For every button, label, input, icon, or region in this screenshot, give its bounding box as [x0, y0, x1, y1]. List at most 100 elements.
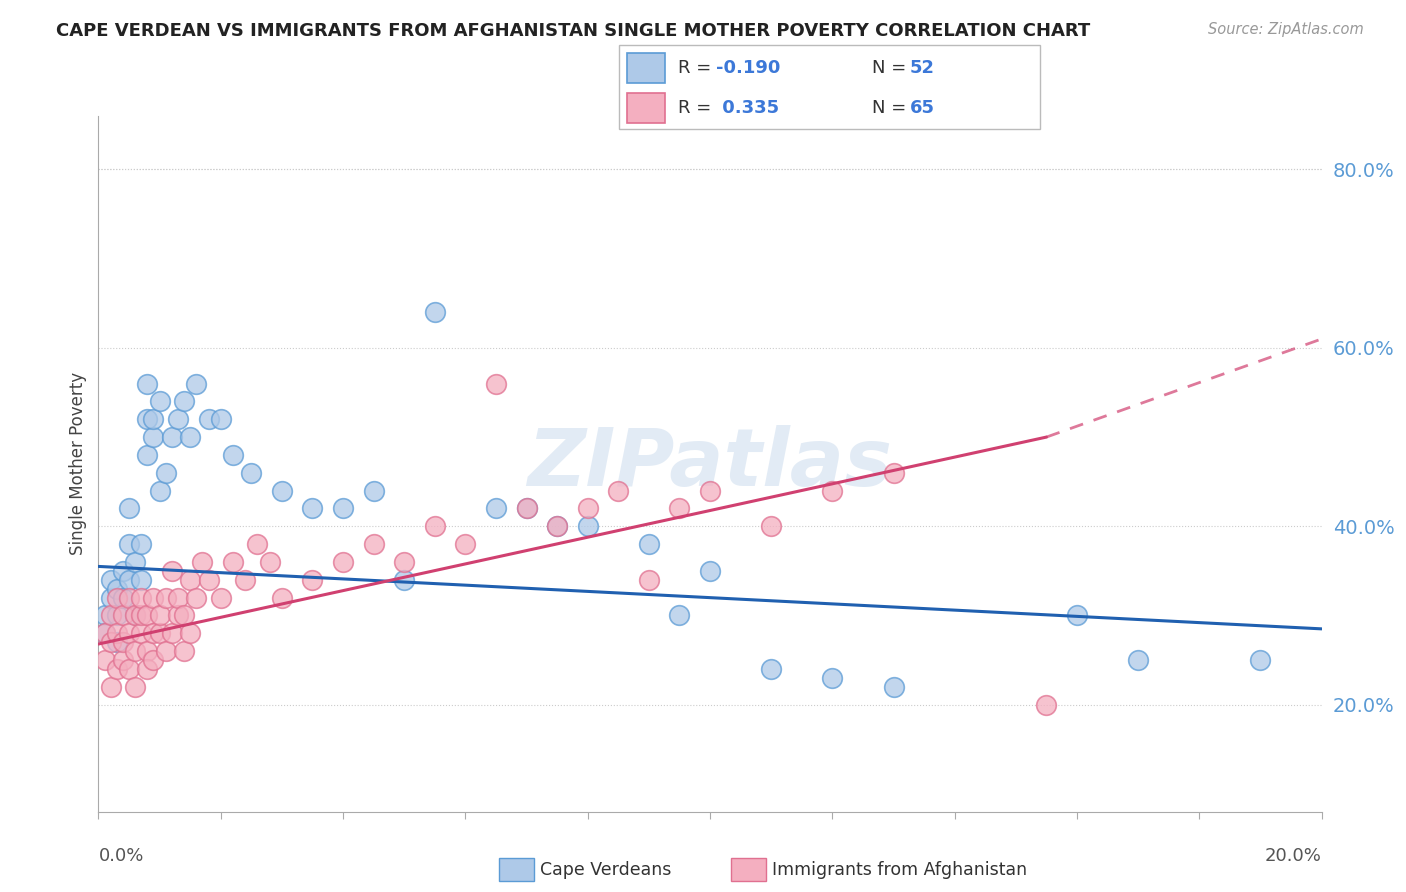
Point: [668, 501, 690, 516]
Point: [142, 591, 165, 605]
Point: [142, 653, 165, 667]
Point: [167, 412, 190, 426]
Point: [124, 555, 146, 569]
Point: [142, 626, 165, 640]
Bar: [627, 93, 665, 122]
Point: [155, 466, 177, 480]
Text: -0.190: -0.190: [716, 60, 780, 78]
Point: [160, 564, 183, 578]
Point: [883, 680, 905, 694]
Point: [111, 591, 134, 605]
Point: [100, 680, 122, 694]
Point: [155, 644, 177, 658]
Point: [699, 564, 721, 578]
Point: [100, 591, 122, 605]
Point: [111, 564, 134, 578]
Point: [136, 608, 159, 623]
Point: [607, 483, 630, 498]
Point: [105, 635, 128, 649]
Point: [124, 644, 146, 658]
Point: [167, 608, 190, 623]
Point: [118, 591, 141, 605]
Text: CAPE VERDEAN VS IMMIGRANTS FROM AFGHANISTAN SINGLE MOTHER POVERTY CORRELATION CH: CAPE VERDEAN VS IMMIGRANTS FROM AFGHANIS…: [56, 22, 1091, 40]
Point: [233, 573, 256, 587]
Point: [392, 555, 416, 569]
Point: [124, 608, 146, 623]
Point: [129, 537, 152, 551]
Point: [129, 626, 152, 640]
Point: [93, 608, 115, 623]
Point: [576, 501, 599, 516]
Text: N =: N =: [872, 60, 911, 78]
Point: [173, 608, 195, 623]
Point: [105, 582, 128, 596]
Point: [222, 555, 245, 569]
Point: [100, 573, 122, 587]
Point: [118, 537, 141, 551]
Point: [160, 430, 183, 444]
Point: [167, 591, 190, 605]
Point: [363, 537, 385, 551]
Point: [209, 591, 232, 605]
Point: [454, 537, 477, 551]
Y-axis label: Single Mother Poverty: Single Mother Poverty: [69, 372, 87, 556]
Point: [149, 626, 172, 640]
Point: [332, 501, 354, 516]
Point: [149, 608, 172, 623]
Text: N =: N =: [872, 99, 911, 117]
Point: [179, 573, 201, 587]
Bar: [627, 54, 665, 83]
Point: [136, 644, 159, 658]
Point: [111, 608, 134, 623]
Point: [1249, 653, 1271, 667]
Point: [129, 573, 152, 587]
Point: [699, 483, 721, 498]
Point: [118, 662, 141, 676]
Point: [93, 626, 115, 640]
Point: [423, 519, 446, 533]
Point: [301, 573, 323, 587]
Point: [301, 501, 323, 516]
Point: [240, 466, 263, 480]
Point: [136, 448, 159, 462]
Point: [105, 591, 128, 605]
Point: [1128, 653, 1150, 667]
Point: [100, 635, 122, 649]
Point: [637, 537, 661, 551]
Point: [191, 555, 214, 569]
Point: [546, 519, 568, 533]
Point: [111, 653, 134, 667]
Point: [668, 608, 690, 623]
Text: 0.0%: 0.0%: [98, 847, 143, 865]
Point: [173, 394, 195, 409]
Point: [1035, 698, 1057, 712]
Point: [93, 653, 115, 667]
Point: [149, 394, 172, 409]
Text: R =: R =: [678, 60, 717, 78]
Point: [883, 466, 905, 480]
Point: [222, 448, 245, 462]
Point: [179, 430, 201, 444]
Point: [155, 591, 177, 605]
Point: [179, 626, 201, 640]
Point: [173, 644, 195, 658]
Point: [516, 501, 538, 516]
Point: [759, 519, 782, 533]
Text: Source: ZipAtlas.com: Source: ZipAtlas.com: [1208, 22, 1364, 37]
Point: [118, 626, 141, 640]
Point: [197, 573, 219, 587]
Point: [136, 412, 159, 426]
Point: [105, 626, 128, 640]
Point: [485, 501, 508, 516]
Text: 20.0%: 20.0%: [1265, 847, 1322, 865]
Point: [100, 608, 122, 623]
Point: [423, 305, 446, 319]
Point: [332, 555, 354, 569]
Text: ZIPatlas: ZIPatlas: [527, 425, 893, 503]
Point: [136, 376, 159, 391]
Point: [259, 555, 281, 569]
Point: [111, 635, 134, 649]
Point: [821, 483, 844, 498]
Point: [270, 591, 292, 605]
Point: [129, 591, 152, 605]
